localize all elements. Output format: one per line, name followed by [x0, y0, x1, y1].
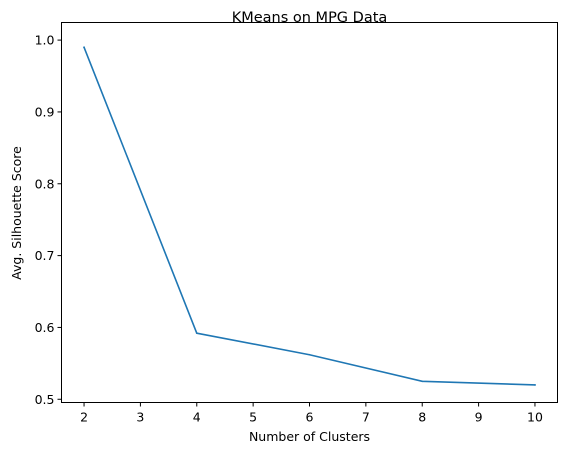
- plot-area: [61, 22, 558, 403]
- x-axis-ticks: 2 3 4 5 6 7 8 9 10: [80, 402, 543, 425]
- y-tick-label: 0.5: [35, 392, 55, 407]
- y-tick-label: 0.9: [35, 104, 55, 119]
- y-tick-label: 0.6: [35, 320, 55, 335]
- x-tick-label: 10: [527, 410, 543, 425]
- y-axis-ticks: 0.5 0.6 0.7 0.8 0.9 1.0: [35, 33, 62, 407]
- x-tick-label: 2: [80, 410, 88, 425]
- x-tick-label: 8: [418, 410, 426, 425]
- x-axis-label: Number of Clusters: [249, 429, 370, 444]
- x-tick-label: 6: [306, 410, 314, 425]
- y-tick-label: 0.8: [35, 176, 55, 191]
- data-point: [83, 46, 85, 49]
- x-tick-label: 3: [136, 410, 144, 425]
- x-tick-label: 7: [362, 410, 370, 425]
- y-tick-label: 1.0: [35, 33, 55, 48]
- series-group: [83, 46, 536, 386]
- data-point: [534, 384, 536, 386]
- y-tick-label: 0.7: [35, 248, 55, 263]
- data-point: [308, 353, 311, 356]
- x-tick-label: 9: [475, 410, 483, 425]
- x-tick-label: 5: [249, 410, 257, 425]
- y-axis-label: Avg. Silhouette Score: [9, 146, 24, 280]
- data-point: [421, 380, 424, 383]
- x-tick-label: 4: [193, 410, 201, 425]
- data-point: [195, 332, 198, 334]
